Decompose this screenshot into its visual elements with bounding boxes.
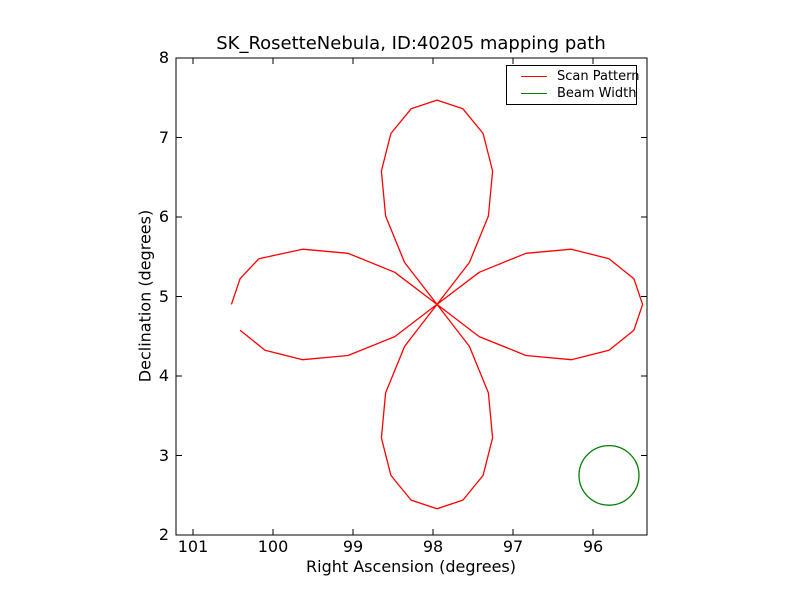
legend-label-scan-pattern: Scan Pattern (557, 69, 640, 84)
legend-entry-scan-pattern: Scan Pattern (513, 69, 640, 84)
x-tick-label: 101 (177, 537, 209, 556)
x-tick-label: 100 (257, 537, 289, 556)
plot-title: SK_RosetteNebula, ID:40205 mapping path (216, 33, 606, 54)
y-axis-label: Declination (degrees) (135, 209, 155, 383)
axes-border (175, 57, 648, 536)
legend-line-sample-icon (521, 76, 547, 77)
legend: Scan Pattern Beam Width (506, 65, 640, 105)
y-tick-label: 6 (158, 207, 169, 226)
x-tick-label: 96 (582, 537, 604, 556)
y-tick-label: 8 (158, 48, 169, 67)
legend-label-beam-width: Beam Width (557, 86, 637, 101)
y-tick-label: 3 (158, 445, 169, 465)
scan-pattern-path (230, 99, 644, 510)
y-tick-label: 4 (158, 366, 169, 385)
y-tick-label: 2 (158, 525, 169, 544)
x-tick-label: 99 (342, 537, 364, 556)
x-axis-label: Right Ascension (degrees) (306, 557, 516, 576)
x-tick-label: 97 (502, 537, 524, 556)
y-tick-label: 7 (158, 127, 169, 147)
beam-width-circle (578, 444, 640, 506)
legend-line-sample-icon (521, 93, 547, 94)
y-tick-label: 5 (158, 286, 169, 306)
legend-entry-beam-width: Beam Width (513, 86, 636, 101)
x-tick-label: 98 (422, 537, 444, 556)
